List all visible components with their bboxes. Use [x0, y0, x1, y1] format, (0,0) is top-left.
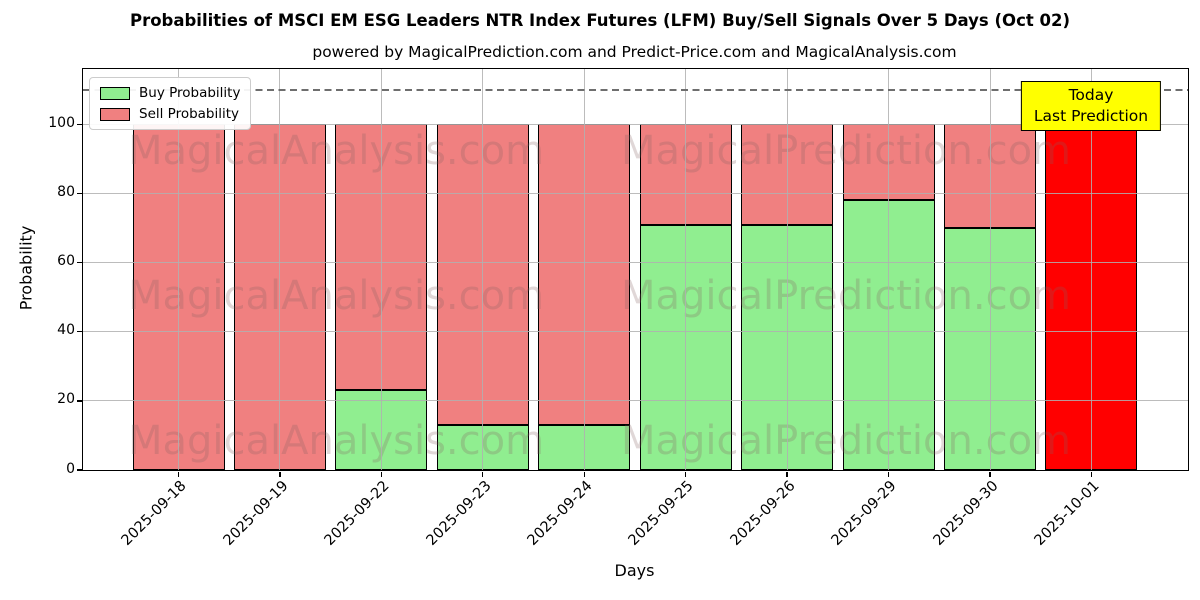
watermark-text: MagicalPrediction.com: [621, 128, 1071, 174]
vertical-gridline: [583, 69, 585, 470]
y-tick-mark: [77, 331, 83, 333]
y-tick-mark: [77, 261, 83, 264]
y-tick-label: 80: [57, 183, 75, 200]
x-tick-mark: [887, 472, 890, 477]
x-tick-label: 2025-09-18: [118, 478, 190, 549]
x-tick-mark: [685, 472, 687, 477]
dashed-threshold-line: [83, 88, 1188, 91]
x-tick-label: 2025-09-23: [423, 478, 495, 549]
y-tick-label: 0: [66, 460, 75, 477]
horizontal-gridline: [83, 262, 1188, 264]
y-axis-label: Probability: [16, 225, 36, 311]
y-tick-label: 40: [57, 322, 75, 339]
legend-item-sell: Sell Probability: [100, 106, 240, 122]
legend: Buy Probability Sell Probability: [89, 77, 252, 130]
vertical-gridline: [482, 69, 484, 470]
x-tick-label: 2025-09-26: [727, 478, 799, 549]
horizontal-gridline: [83, 192, 1188, 194]
x-tick-mark: [177, 472, 180, 477]
watermark-text: MagicalAnalysis.com: [127, 128, 545, 174]
today-annotation: Today Last Prediction: [1020, 81, 1162, 131]
x-axis-label: Days: [614, 561, 655, 580]
legend-item-buy: Buy Probability: [100, 85, 240, 101]
watermark-text: MagicalAnalysis.com: [127, 273, 545, 319]
y-tick-mark: [77, 400, 83, 402]
horizontal-gridline: [83, 123, 1188, 125]
y-tick-label: 100: [48, 114, 75, 131]
vertical-gridline: [888, 69, 890, 470]
y-tick-mark: [77, 469, 83, 471]
vertical-gridline: [279, 69, 281, 470]
chart-subtitle: powered by MagicalPrediction.com and Pre…: [312, 43, 957, 61]
x-tick-label: 2025-09-30: [930, 478, 1002, 549]
x-tick-label: 2025-09-19: [220, 478, 292, 549]
y-tick-label: 60: [57, 253, 75, 270]
x-tick-label: 2025-10-01: [1031, 478, 1103, 549]
x-tick-mark: [279, 472, 281, 477]
buy-color-swatch: [100, 86, 130, 100]
legend-label-sell: Sell Probability: [139, 106, 240, 122]
x-tick-label: 2025-09-29: [828, 478, 900, 549]
x-tick-mark: [380, 472, 383, 477]
horizontal-gridline: [83, 331, 1188, 333]
vertical-gridline: [685, 69, 687, 470]
vertical-gridline: [1090, 69, 1092, 470]
watermark-text: MagicalPrediction.com: [621, 273, 1071, 319]
y-tick-label: 20: [57, 391, 75, 408]
watermark-text: MagicalPrediction.com: [621, 418, 1071, 464]
horizontal-gridline: [83, 400, 1188, 402]
sell-color-swatch: [100, 107, 130, 121]
x-tick-mark: [482, 472, 484, 477]
vertical-gridline: [380, 69, 382, 470]
x-tick-label: 2025-09-25: [626, 478, 698, 549]
today-annotation-line1: Today: [1068, 86, 1114, 104]
legend-label-buy: Buy Probability: [139, 85, 241, 101]
x-tick-label: 2025-09-22: [321, 478, 393, 549]
today-annotation-line2: Last Prediction: [1033, 107, 1149, 125]
watermark-text: MagicalAnalysis.com: [127, 418, 545, 464]
vertical-gridline: [989, 69, 991, 470]
x-tick-mark: [1090, 472, 1093, 477]
x-tick-label: 2025-09-24: [524, 478, 596, 549]
x-tick-mark: [786, 472, 788, 477]
vertical-gridline: [178, 69, 179, 470]
x-tick-mark: [583, 472, 585, 477]
plot-area: MagicalAnalysis.com MagicalPrediction.com…: [48, 68, 1189, 549]
vertical-gridline: [786, 69, 788, 470]
y-tick-mark: [77, 123, 83, 125]
chart-title: Probabilities of MSCI EM ESG Leaders NTR…: [129, 11, 1070, 30]
x-tick-mark: [989, 472, 991, 477]
y-tick-mark: [77, 192, 83, 195]
